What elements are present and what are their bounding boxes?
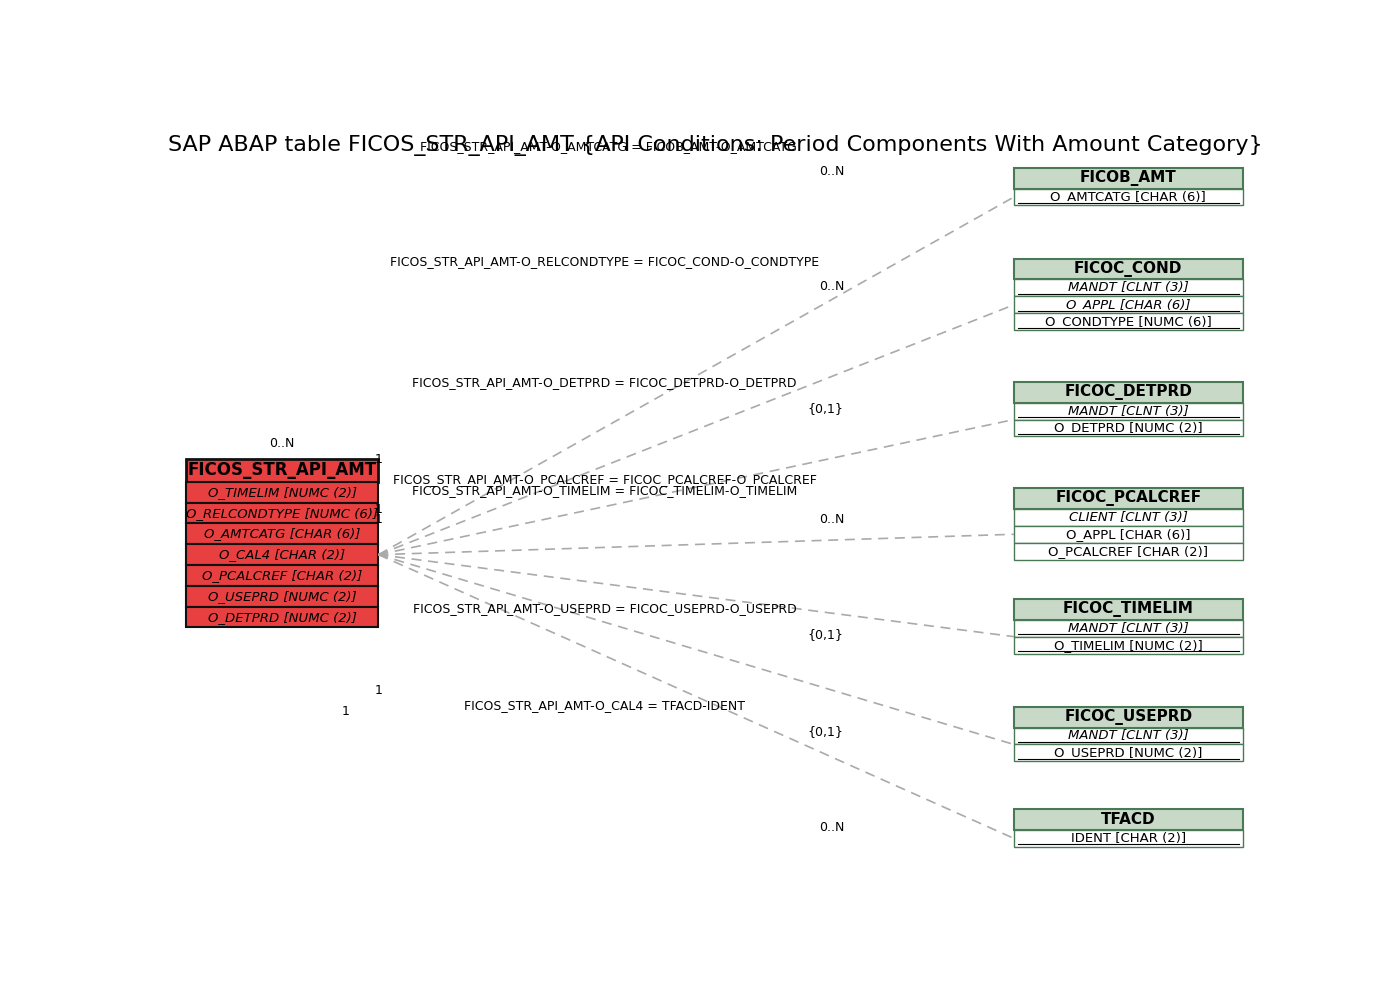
FancyBboxPatch shape — [1014, 728, 1242, 744]
Text: FICOS_STR_API_AMT-O_DETPRD = FICOC_DETPRD-O_DETPRD: FICOS_STR_API_AMT-O_DETPRD = FICOC_DETPR… — [412, 376, 798, 389]
Text: MANDT [CLNT (3)]: MANDT [CLNT (3)] — [1067, 281, 1189, 294]
Text: FICOC_PCALCREF: FICOC_PCALCREF — [1055, 490, 1201, 506]
Text: 1: 1 — [341, 705, 349, 718]
Text: O_APPL [CHAR (6)]: O_APPL [CHAR (6)] — [1066, 528, 1190, 541]
FancyBboxPatch shape — [1014, 620, 1242, 637]
FancyBboxPatch shape — [1014, 259, 1242, 279]
Text: IDENT [CHAR (2)]: IDENT [CHAR (2)] — [1070, 832, 1186, 845]
FancyBboxPatch shape — [1014, 599, 1242, 620]
Text: FICOC_DETPRD: FICOC_DETPRD — [1065, 384, 1192, 400]
Text: FICOS_STR_API_AMT-O_USEPRD = FICOC_USEPRD-O_USEPRD: FICOS_STR_API_AMT-O_USEPRD = FICOC_USEPR… — [414, 602, 796, 615]
FancyBboxPatch shape — [1014, 189, 1242, 205]
FancyBboxPatch shape — [1014, 168, 1242, 189]
Text: 1: 1 — [374, 503, 383, 516]
Text: MANDT [CLNT (3)]: MANDT [CLNT (3)] — [1067, 405, 1189, 418]
Text: O_RELCONDTYPE [NUMC (6)]: O_RELCONDTYPE [NUMC (6)] — [186, 507, 379, 520]
FancyBboxPatch shape — [1014, 526, 1242, 543]
Text: MANDT [CLNT (3)]: MANDT [CLNT (3)] — [1067, 730, 1189, 742]
FancyBboxPatch shape — [1014, 744, 1242, 761]
Text: O_AMTCATG [CHAR (6)]: O_AMTCATG [CHAR (6)] — [1051, 190, 1206, 204]
FancyBboxPatch shape — [1014, 488, 1242, 509]
Text: FICOS_STR_API_AMT-O_RELCONDTYPE = FICOC_COND-O_CONDTYPE: FICOS_STR_API_AMT-O_RELCONDTYPE = FICOC_… — [390, 255, 819, 268]
FancyBboxPatch shape — [1014, 296, 1242, 313]
FancyBboxPatch shape — [1014, 509, 1242, 526]
Text: {0,1}: {0,1} — [807, 725, 844, 738]
Text: MANDT [CLNT (3)]: MANDT [CLNT (3)] — [1067, 622, 1189, 635]
Text: O_DETPRD [NUMC (2)]: O_DETPRD [NUMC (2)] — [208, 611, 356, 624]
FancyBboxPatch shape — [186, 503, 379, 523]
FancyBboxPatch shape — [1014, 543, 1242, 560]
Text: O_AMTCATG [CHAR (6)]: O_AMTCATG [CHAR (6)] — [204, 527, 360, 540]
FancyBboxPatch shape — [1014, 830, 1242, 847]
FancyBboxPatch shape — [186, 523, 379, 544]
Text: FICOB_AMT: FICOB_AMT — [1080, 170, 1176, 186]
Text: 1: 1 — [374, 453, 383, 466]
Text: FICOS_STR_API_AMT-O_CAL4 = TFACD-IDENT: FICOS_STR_API_AMT-O_CAL4 = TFACD-IDENT — [464, 699, 745, 712]
Text: O_CONDTYPE [NUMC (6)]: O_CONDTYPE [NUMC (6)] — [1045, 315, 1211, 328]
FancyBboxPatch shape — [1014, 637, 1242, 654]
FancyBboxPatch shape — [1014, 707, 1242, 728]
Text: 1: 1 — [374, 684, 383, 697]
FancyBboxPatch shape — [1014, 403, 1242, 420]
Text: FICOC_USEPRD: FICOC_USEPRD — [1065, 709, 1192, 725]
Text: O_USEPRD [NUMC (2)]: O_USEPRD [NUMC (2)] — [208, 590, 356, 603]
Text: 0..N: 0..N — [820, 165, 845, 178]
Text: SAP ABAP table FICOS_STR_API_AMT {API Conditions: Period Components With Amount : SAP ABAP table FICOS_STR_API_AMT {API Co… — [168, 135, 1263, 156]
Text: TFACD: TFACD — [1101, 812, 1155, 827]
Text: FICOC_TIMELIM: FICOC_TIMELIM — [1063, 601, 1193, 617]
Text: FICOS_STR_API_AMT-O_TIMELIM = FICOC_TIMELIM-O_TIMELIM: FICOS_STR_API_AMT-O_TIMELIM = FICOC_TIME… — [412, 484, 798, 497]
Text: O_PCALCREF [CHAR (2)]: O_PCALCREF [CHAR (2)] — [203, 569, 362, 582]
FancyBboxPatch shape — [186, 565, 379, 586]
Text: O_DETPRD [NUMC (2)]: O_DETPRD [NUMC (2)] — [1053, 422, 1203, 434]
FancyBboxPatch shape — [186, 544, 379, 565]
Text: 0..N: 0..N — [820, 821, 845, 834]
FancyBboxPatch shape — [186, 482, 379, 503]
FancyBboxPatch shape — [186, 586, 379, 607]
Text: O_TIMELIM [NUMC (2)]: O_TIMELIM [NUMC (2)] — [208, 486, 356, 499]
FancyBboxPatch shape — [186, 607, 379, 627]
Text: O_USEPRD [NUMC (2)]: O_USEPRD [NUMC (2)] — [1055, 746, 1203, 759]
Text: O_TIMELIM [NUMC (2)]: O_TIMELIM [NUMC (2)] — [1053, 639, 1203, 652]
FancyBboxPatch shape — [1014, 809, 1242, 830]
FancyBboxPatch shape — [1014, 382, 1242, 403]
FancyBboxPatch shape — [1014, 279, 1242, 296]
FancyBboxPatch shape — [186, 459, 379, 482]
Text: {0,1}: {0,1} — [807, 402, 844, 415]
FancyBboxPatch shape — [1014, 313, 1242, 330]
Text: O_CAL4 [CHAR (2)]: O_CAL4 [CHAR (2)] — [219, 548, 345, 561]
Text: O_PCALCREF [CHAR (2)]: O_PCALCREF [CHAR (2)] — [1048, 545, 1208, 558]
Text: {0,1}: {0,1} — [807, 628, 844, 641]
Text: FICOC_COND: FICOC_COND — [1074, 261, 1182, 277]
Text: 0..N: 0..N — [270, 437, 295, 450]
Text: FICOS_STR_API_AMT-O_PCALCREF = FICOC_PCALCREF-O_PCALCREF: FICOS_STR_API_AMT-O_PCALCREF = FICOC_PCA… — [393, 474, 817, 487]
Text: O_APPL [CHAR (6)]: O_APPL [CHAR (6)] — [1066, 298, 1190, 311]
Text: CLIENT [CLNT (3)]: CLIENT [CLNT (3)] — [1069, 511, 1187, 524]
Text: 1: 1 — [374, 513, 383, 526]
FancyBboxPatch shape — [1014, 420, 1242, 436]
Text: FICOS_STR_API_AMT-O_AMTCATG = FICOB_AMT-O_AMTCATG: FICOS_STR_API_AMT-O_AMTCATG = FICOB_AMT-… — [420, 140, 798, 153]
Text: 0..N: 0..N — [820, 513, 845, 526]
Text: FICOS_STR_API_AMT: FICOS_STR_API_AMT — [187, 461, 377, 479]
Text: 0..N: 0..N — [820, 280, 845, 293]
